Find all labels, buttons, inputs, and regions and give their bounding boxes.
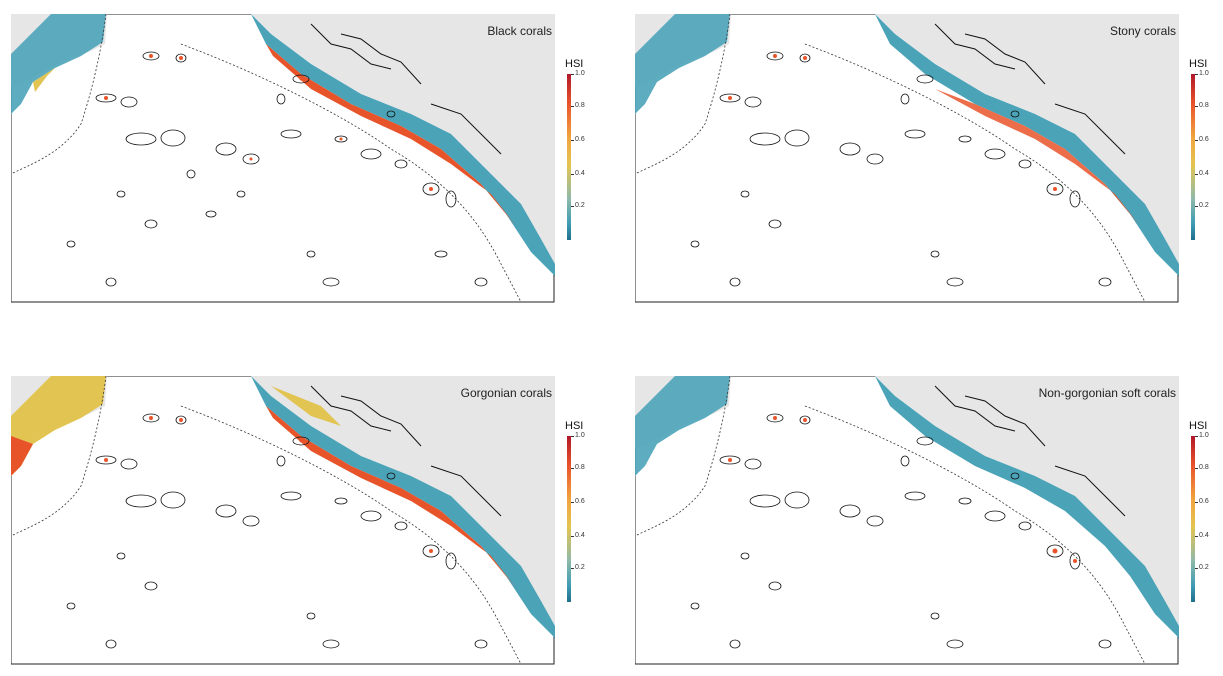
legend-label: 0.8	[575, 102, 585, 109]
legend-title: HSI	[1189, 420, 1208, 432]
map-panel-stony-corals: Stony corals HSI 1.0 0.8 0.6 0.4 0.2	[635, 14, 1223, 314]
hsi-legend: HSI 1.0 0.8 0.6 0.4 0.2	[565, 58, 595, 248]
legend-label: 0.8	[1199, 102, 1209, 109]
legend-tick	[1195, 536, 1198, 537]
legend-tick	[571, 536, 574, 537]
legend-label: 0.6	[1199, 136, 1209, 143]
legend-label: 0.8	[1199, 464, 1209, 471]
legend-color-bar	[567, 74, 571, 240]
legend-color-bar	[567, 436, 571, 602]
legend-label: 1.0	[1199, 70, 1209, 77]
legend-label: 0.6	[1199, 498, 1209, 505]
legend-label: 0.4	[1199, 170, 1209, 177]
legend-tick	[1195, 502, 1198, 503]
legend-label: 1.0	[1199, 432, 1209, 439]
map-non-gorgonian-soft-corals	[635, 376, 1179, 665]
legend-label: 1.0	[575, 70, 585, 77]
legend-color-bar	[1191, 436, 1195, 602]
legend-label: 0.4	[575, 170, 585, 177]
map-black-corals	[11, 14, 555, 303]
legend-title: HSI	[565, 420, 584, 432]
legend-label: 0.6	[575, 498, 585, 505]
legend-label: 0.2	[1199, 564, 1209, 571]
legend-tick	[571, 568, 574, 569]
legend-label: 0.2	[575, 564, 585, 571]
legend-color-bar	[1191, 74, 1195, 240]
legend-tick	[571, 468, 574, 469]
map-gorgonian-corals	[11, 376, 555, 665]
legend-tick	[1195, 206, 1198, 207]
panel-title: Non-gorgonian soft corals	[1038, 386, 1176, 400]
map-stony-corals	[635, 14, 1179, 303]
legend-label: 0.8	[575, 464, 585, 471]
legend-tick	[571, 74, 574, 75]
legend-tick	[571, 140, 574, 141]
panel-title: Stony corals	[1109, 24, 1176, 38]
legend-tick	[571, 174, 574, 175]
legend-tick	[571, 206, 574, 207]
legend-tick	[1195, 140, 1198, 141]
map-panel-non-gorgonian-soft-corals: Non-gorgonian soft corals HSI 1.0 0.8 0.…	[635, 376, 1223, 676]
legend-tick	[1195, 106, 1198, 107]
legend-tick	[1195, 468, 1198, 469]
legend-tick	[1195, 174, 1198, 175]
hsi-legend: HSI 1.0 0.8 0.6 0.4 0.2	[565, 420, 595, 610]
legend-tick	[571, 436, 574, 437]
legend-tick	[571, 106, 574, 107]
panel-title: Black corals	[487, 24, 552, 38]
legend-tick	[1195, 568, 1198, 569]
legend-tick	[571, 502, 574, 503]
legend-label: 0.6	[575, 136, 585, 143]
legend-title: HSI	[565, 58, 584, 70]
legend-label: 0.4	[575, 532, 585, 539]
legend-label: 0.2	[575, 202, 585, 209]
map-panel-gorgonian-corals: Gorgonian corals HSI 1.0 0.8 0.6 0.4 0.2	[11, 376, 611, 676]
map-panel-black-corals: Black corals HSI 1.0 0.8 0.6 0.4 0.2	[11, 14, 611, 314]
legend-tick	[1195, 436, 1198, 437]
legend-label: 0.4	[1199, 532, 1209, 539]
legend-tick	[1195, 74, 1198, 75]
legend-title: HSI	[1189, 58, 1208, 70]
legend-label: 0.2	[1199, 202, 1209, 209]
hsi-legend: HSI 1.0 0.8 0.6 0.4 0.2	[1189, 420, 1219, 610]
hsi-legend: HSI 1.0 0.8 0.6 0.4 0.2	[1189, 58, 1219, 248]
panel-title: Gorgonian corals	[460, 386, 552, 400]
legend-label: 1.0	[575, 432, 585, 439]
